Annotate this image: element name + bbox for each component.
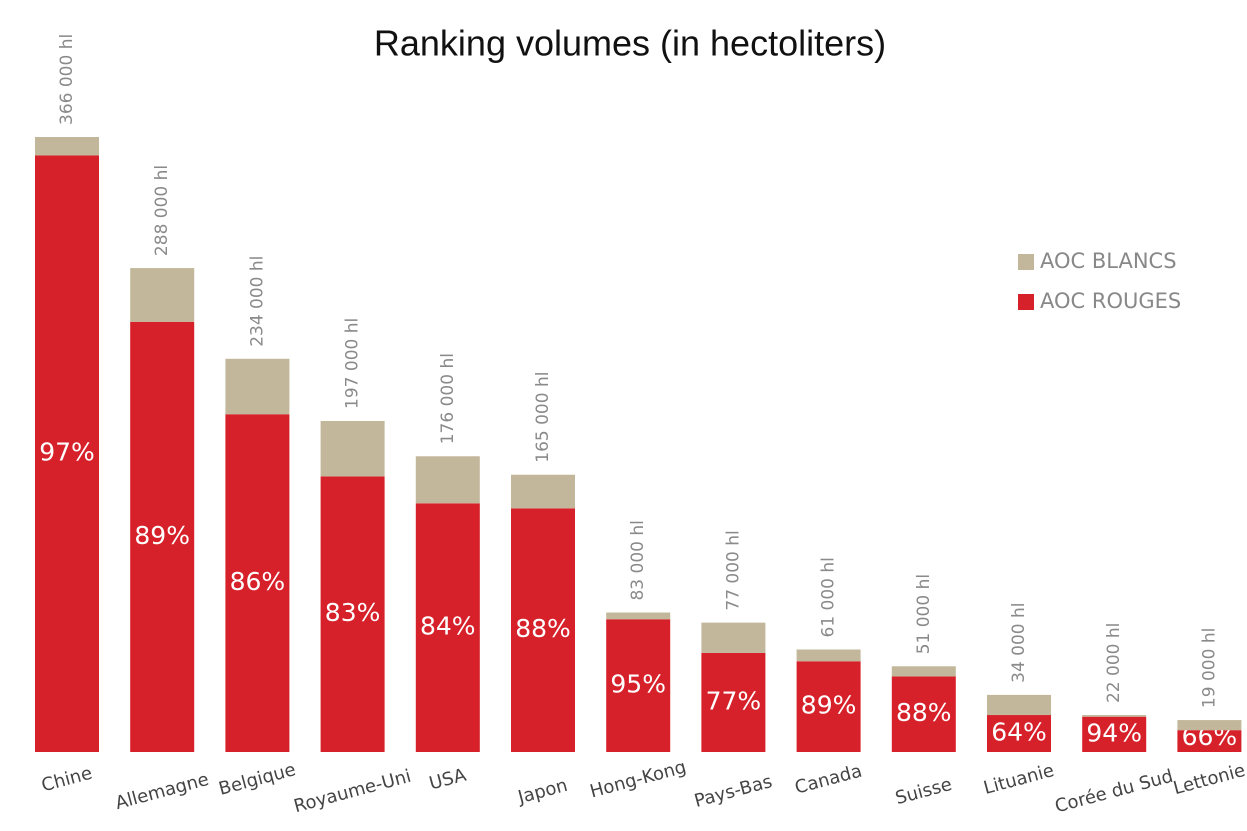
total-label: 197 000 hl <box>343 318 363 409</box>
bar-segment <box>35 137 99 156</box>
share-label: 97% <box>39 438 95 467</box>
total-label: 366 000 hl <box>57 34 77 125</box>
total-label: 19 000 hl <box>1199 628 1219 708</box>
bar-segment <box>130 268 195 322</box>
total-label: 22 000 hl <box>1104 623 1124 703</box>
legend-label: AOC ROUGES <box>1040 289 1181 313</box>
x-tick-label: USA <box>427 764 469 794</box>
share-label: 64% <box>991 718 1047 747</box>
x-tick-label: Lettonie <box>1171 760 1247 799</box>
legend-swatch <box>1018 254 1034 270</box>
x-tick-label: Canada <box>793 761 865 799</box>
bar-segment <box>701 652 766 752</box>
total-label: 34 000 hl <box>1009 602 1029 682</box>
bar-segment <box>796 649 861 662</box>
bar-segment <box>1177 730 1242 752</box>
x-tick-label: Lituanie <box>981 760 1056 799</box>
chart-title: Ranking volumes (in hectoliters) <box>374 23 886 64</box>
bar-segment <box>415 503 480 752</box>
bar-segment <box>987 694 1051 716</box>
total-label: 234 000 hl <box>247 256 267 347</box>
bar-segment <box>987 715 1051 752</box>
bar-segment <box>606 612 671 620</box>
bar-segment <box>796 661 861 752</box>
total-label: 83 000 hl <box>628 520 648 600</box>
total-label: 176 000 hl <box>438 353 458 444</box>
bar-segment <box>701 622 766 653</box>
share-label: 84% <box>420 612 476 641</box>
bar-segment <box>225 358 290 415</box>
x-tick-label: Chine <box>39 763 94 797</box>
share-label: 95% <box>610 670 666 699</box>
bar-segment <box>511 508 575 752</box>
bar-segment <box>130 321 195 752</box>
total-label: 61 000 hl <box>819 557 839 637</box>
x-tick-label: Japon <box>515 775 570 809</box>
bar-segment <box>415 456 480 504</box>
x-tick-label: Belgique <box>217 759 299 800</box>
total-label: 288 000 hl <box>152 165 172 256</box>
share-label: 88% <box>515 614 571 643</box>
share-label: 83% <box>325 598 381 627</box>
legend-label: AOC BLANCS <box>1040 249 1177 273</box>
bar-segment <box>35 155 99 752</box>
bar-segment <box>1082 715 1147 717</box>
bar-segment <box>1082 716 1147 752</box>
total-label: 165 000 hl <box>533 372 553 463</box>
share-label: 89% <box>134 521 190 550</box>
bar-segment <box>606 619 671 752</box>
share-label: 89% <box>801 691 857 720</box>
x-tick-label: Hong-Kong <box>588 757 689 803</box>
x-tick-label: Royaume-Uni <box>292 766 414 817</box>
bar-segment <box>320 420 385 477</box>
total-label: 77 000 hl <box>723 530 743 610</box>
bar-segment <box>891 676 956 752</box>
share-label: 88% <box>896 698 952 727</box>
share-label: 77% <box>706 686 762 715</box>
share-label: 86% <box>230 567 286 596</box>
bar-segment <box>891 666 956 677</box>
bar-segment <box>511 474 575 509</box>
bar-segment <box>320 476 385 752</box>
bar-segment <box>225 414 290 752</box>
total-label: 51 000 hl <box>914 574 934 654</box>
x-tick-label: Pays-Bas <box>692 771 774 812</box>
x-tick-label: Corée du Sud <box>1053 766 1176 818</box>
x-tick-label: Suisse <box>893 774 954 809</box>
bar-segment <box>1177 720 1242 731</box>
share-label: 94% <box>1086 718 1142 747</box>
x-tick-label: Allemagne <box>113 769 211 814</box>
legend-swatch <box>1018 294 1034 310</box>
